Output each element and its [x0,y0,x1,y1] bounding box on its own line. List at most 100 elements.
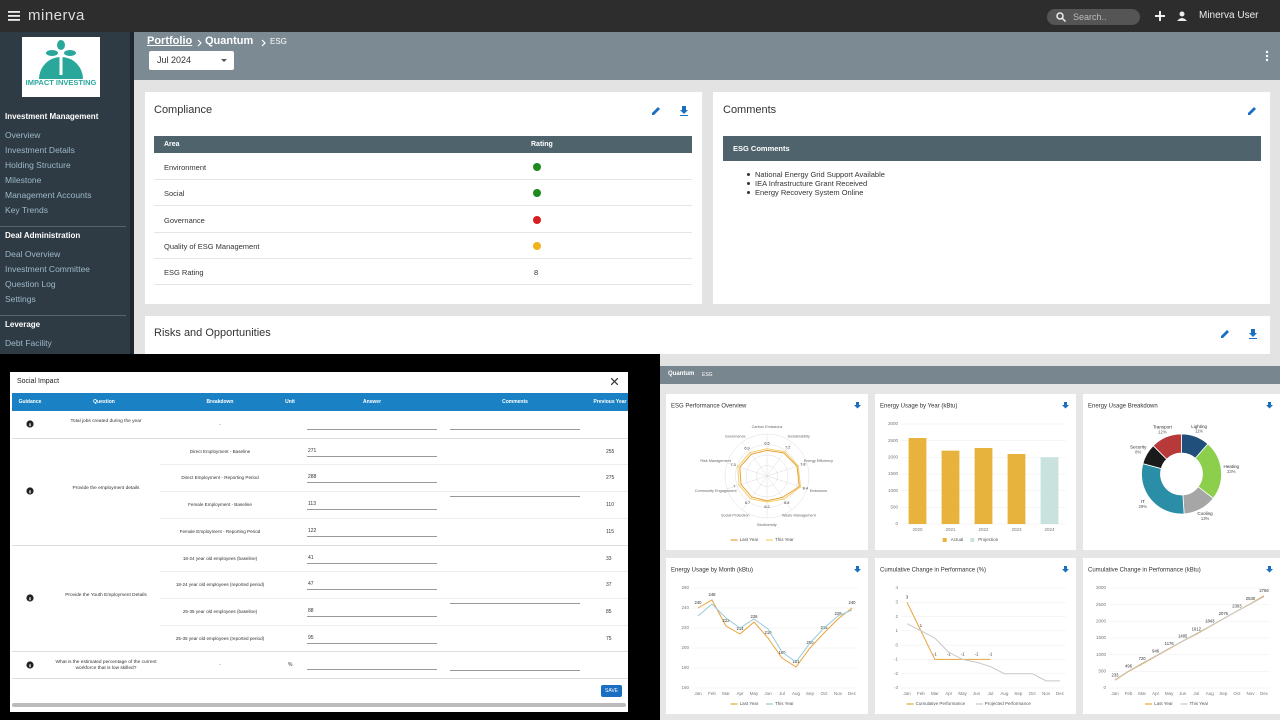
user-name[interactable]: Minerva User [1199,10,1259,21]
x-tick-label: Nov [834,691,843,696]
breadcrumb-item[interactable]: Quantum [668,371,695,377]
nav-link[interactable]: Investment Committee [5,264,91,274]
breakdown: Direct Employment - Baseline [189,448,251,454]
bullet [747,173,750,176]
sidebar: IMPACT INVESTING Investment Management Ov… [0,32,134,354]
guidance-icon[interactable] [26,487,34,495]
x-tick-label: May [750,691,759,696]
column-header: Breakdown [206,399,234,405]
app-name[interactable]: minerva [28,7,85,24]
y-tick-label: 2500 [888,438,899,443]
nav-link[interactable]: Settings [5,294,36,304]
group-divider [12,437,628,439]
answer-value: 88 [308,607,314,614]
y-tick-label: -3 [894,685,898,690]
previous-value: 33 [606,555,612,562]
radar-axis-label: Emissions [810,489,827,493]
logo-art [39,40,83,79]
data-label: 2530 [1246,596,1256,601]
y-tick-label: 2000 [888,455,899,460]
download-icon[interactable] [854,402,861,409]
breakdown: 25-35 year old employees (baseline) [182,608,258,614]
close-icon[interactable] [611,378,618,385]
nav-link[interactable]: Investment Details [5,145,75,155]
column-header: Area [164,141,180,148]
guidance-icon[interactable] [26,594,34,602]
nav-link[interactable]: Question Log [5,279,56,289]
period-select[interactable]: Jul 2024 [149,51,234,70]
icon-bar [29,490,31,494]
nav-link[interactable]: Holding Structure [5,160,71,170]
row-divider [160,597,628,599]
y-tick-label: 2000 [1096,619,1107,624]
card-title: Comments [723,104,777,116]
x-tick-label: Nov [1042,691,1051,696]
data-label: 3 [906,594,909,599]
unit: % [288,662,293,669]
scrollbar[interactable] [12,703,626,707]
download-icon[interactable] [1266,566,1273,573]
more-icon[interactable] [1265,50,1269,62]
guidance-icon[interactable] [26,420,34,428]
nav-link[interactable]: Debt Facility [5,338,52,348]
column-header: Answer [362,399,382,405]
nav-link[interactable]: Management Accounts [5,190,92,200]
nav-link[interactable]: Milestone [5,175,42,185]
save-label[interactable]: SAVE [605,688,618,694]
comment-item: Energy Recovery System Online [755,188,864,198]
answer-input [307,509,437,511]
nav-link[interactable]: Deal Overview [5,249,61,259]
data-label: -1 [933,652,937,657]
legend-label: Projection [978,537,999,542]
data-label: 1843 [1205,619,1215,624]
breakdown: 18-24 year old employees (reported perio… [175,582,265,588]
y-tick-label: 2500 [1096,602,1107,607]
dashboard-header: Quantum ESG [660,366,1280,384]
download-icon[interactable] [854,566,861,573]
chart: Cumulative Change in Performance (kBtu) 0… [1088,566,1273,706]
edit-icon[interactable] [1220,329,1230,339]
breadcrumb-item[interactable]: Quantum [205,35,254,47]
chart-card: Energy Usage Breakdown Lighting 11% Heating… [1083,394,1280,550]
data-label: 6.8 [784,501,789,505]
download-icon[interactable] [1062,402,1069,409]
answer-input [307,429,437,430]
nav-link[interactable]: Key Trends [5,205,48,215]
download-icon[interactable] [1266,402,1273,409]
breadcrumb-link[interactable]: Portfolio [147,35,193,47]
column-header: Guidance [18,399,42,405]
guidance-icon[interactable] [26,661,34,669]
download-icon[interactable] [1248,329,1258,339]
edit-icon[interactable] [1247,106,1257,116]
breadcrumb-current: ESG [270,37,287,46]
area-label: Environment [164,163,207,172]
x-tick-label: Feb [1125,691,1133,696]
x-tick-label: Apr [1152,691,1160,696]
menu-icon[interactable] [8,11,20,21]
y-tick-label: 1000 [1096,652,1107,657]
data-label: -1 [975,652,979,657]
x-tick-label: 2021 [945,527,956,532]
data-label: 1176 [1165,641,1175,646]
download-icon[interactable] [679,106,689,116]
search-box[interactable]: Search.. [1047,9,1140,25]
section-title: Deal Administration [5,231,81,240]
save-button[interactable]: SAVE [601,685,622,697]
user-icon[interactable] [1177,11,1187,21]
slice-label: Lighting [1191,424,1207,429]
x-tick-label: May [1165,691,1174,696]
answer-input [307,455,437,457]
nav-link[interactable]: Overview [5,130,41,140]
legend-swatch [942,538,947,542]
previous-value: 255 [606,448,615,455]
previous-value: 85 [606,608,612,615]
data-label: 6.5 [764,442,769,446]
edit-icon[interactable] [651,106,661,116]
column-header: Question [93,399,115,405]
add-icon[interactable] [1155,11,1165,21]
x-tick-label: Jul [988,691,994,696]
data-label: 240 [849,600,857,605]
download-icon[interactable] [1062,566,1069,573]
y-tick-label: 2 [895,614,898,619]
bar [974,448,993,524]
